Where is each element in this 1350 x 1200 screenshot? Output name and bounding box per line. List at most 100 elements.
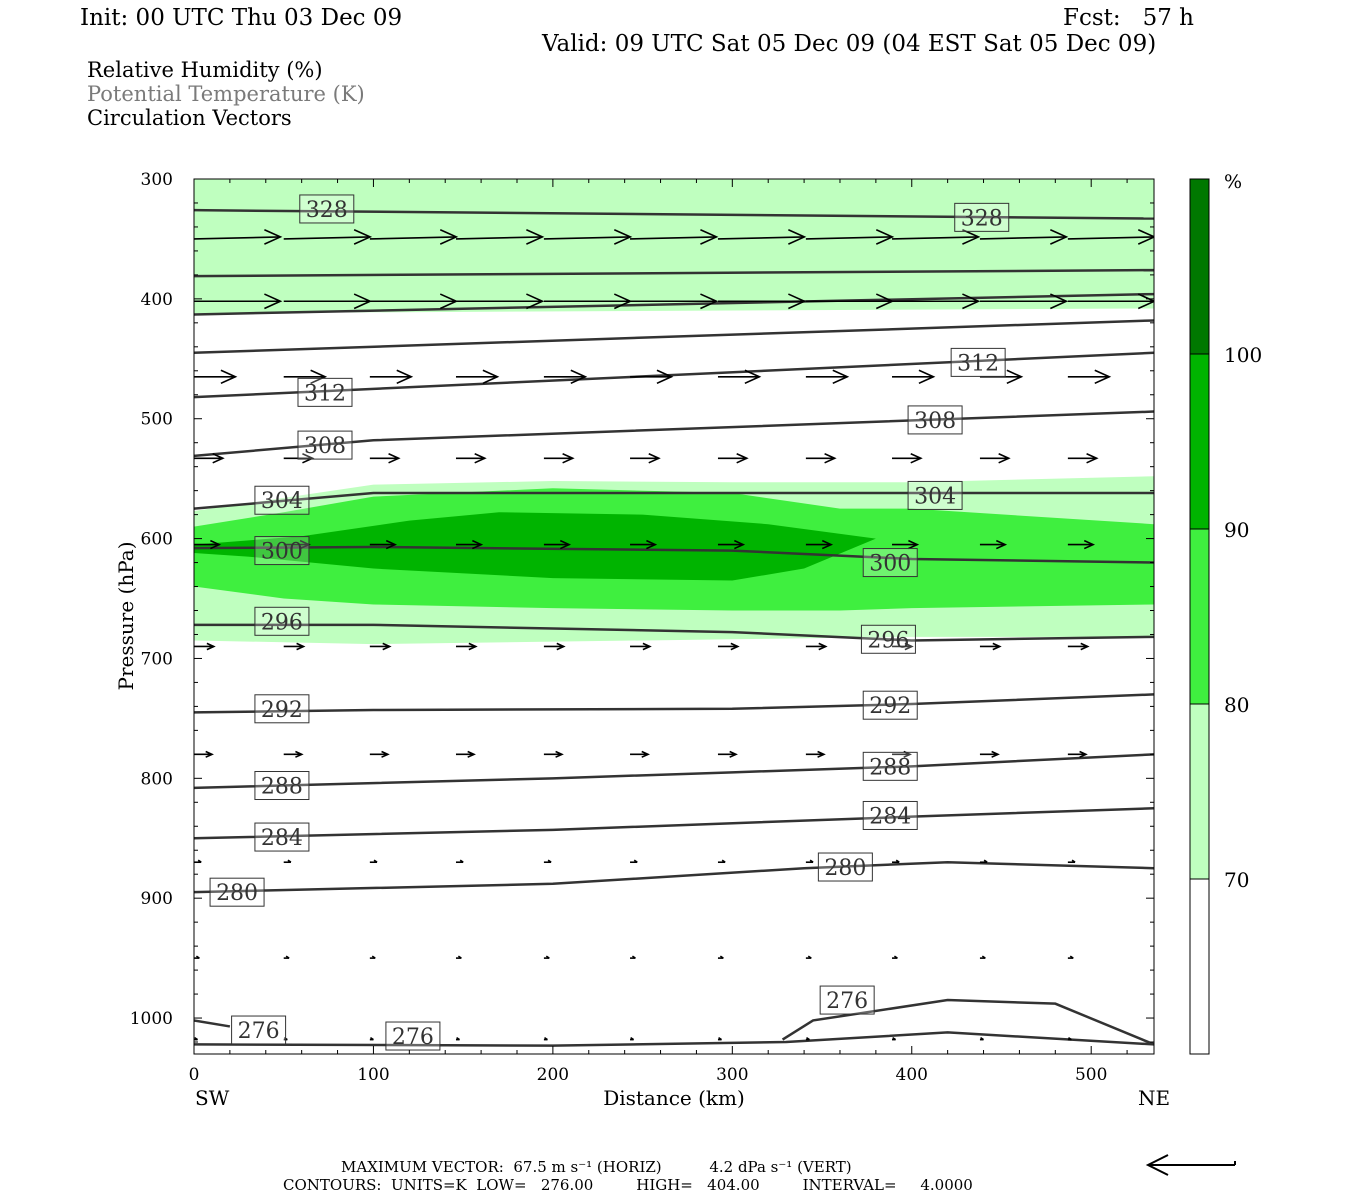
vector-head (555, 750, 564, 758)
circulation-vector (979, 539, 1008, 550)
vector-head (206, 642, 216, 651)
isentrope-label-text: 288 (869, 755, 911, 780)
vector-head (910, 453, 923, 464)
circulation-vector (283, 955, 290, 959)
circulation-vector (455, 539, 484, 550)
isentrope-label-text: 280 (216, 881, 258, 906)
isentrope-label-328: 328 (299, 194, 355, 224)
circulation-vector (805, 453, 837, 464)
vector-head (656, 369, 674, 385)
isentrope-label-text: 284 (869, 804, 911, 829)
vector-head (718, 1036, 723, 1041)
isentrope-label-304: 304 (254, 485, 310, 515)
vector-head (385, 539, 397, 550)
vector-head (544, 1036, 548, 1041)
isentrope-label-284: 284 (254, 822, 310, 852)
circulation-vector (1067, 859, 1076, 864)
circulation-vector (717, 955, 724, 959)
vector-head (295, 750, 304, 758)
circulation-vector (369, 750, 390, 758)
circulation-vector (194, 453, 225, 464)
colorbar-segment (1189, 703, 1210, 880)
vector-head (821, 539, 834, 550)
circulation-vector (543, 1036, 548, 1041)
circulation-vector (543, 859, 552, 864)
circulation-vector (455, 229, 545, 245)
isentrope-label-296: 296 (860, 624, 916, 654)
forecast-hour: Fcst: 57 h (1063, 5, 1194, 31)
circulation-vector (630, 539, 658, 550)
circulation-vector (717, 229, 807, 245)
vector-head (893, 955, 898, 959)
isentrope-label-308: 308 (297, 430, 353, 460)
isentrope-label-box (862, 751, 918, 781)
circulation-vector (1067, 955, 1074, 959)
circulation-vector (717, 859, 726, 864)
circulation-vector (543, 369, 588, 385)
vector-head (730, 642, 740, 651)
isentrope-label-296: 296 (254, 606, 310, 636)
colorbar-unit: % (1224, 171, 1242, 193)
field-vectors: Circulation Vectors (87, 106, 292, 130)
circulation-vector (717, 642, 740, 651)
left-direction-label: SW (195, 1086, 230, 1110)
vector-head (1137, 293, 1154, 310)
vector-shaft (369, 236, 457, 240)
x-tick-label: 0 (189, 1065, 200, 1085)
vector-head (264, 293, 283, 310)
vector-head (788, 229, 807, 245)
circulation-vector (979, 453, 1011, 464)
init-time: Init: 00 UTC Thu 03 Dec 09 (80, 5, 402, 31)
vector-head (918, 369, 936, 385)
field-theta: Potential Temperature (K) (87, 82, 365, 106)
isentrope-label-box (954, 202, 1010, 232)
circulation-vector (805, 229, 895, 245)
vector-head (1071, 859, 1076, 863)
vector-head (559, 539, 572, 550)
vector-head (310, 369, 328, 385)
vector-shaft (455, 236, 543, 240)
max-vector-info: MAXIMUM VECTOR: 67.5 m s⁻¹ (HORIZ) 4.2 d… (341, 1158, 852, 1176)
isentrope-276 (194, 1031, 1154, 1047)
isentrope-label-292: 292 (862, 690, 918, 720)
circulation-vector (892, 539, 920, 550)
circulation-vector (369, 1036, 374, 1041)
vector-head (439, 229, 459, 245)
isentrope-label-288: 288 (862, 751, 918, 781)
isentrope-284 (194, 807, 1154, 840)
circulation-vector (1067, 293, 1154, 310)
vector-head (719, 955, 724, 959)
vector-head (721, 859, 726, 863)
isentrope-label-text: 296 (867, 628, 909, 653)
circulation-vector (892, 293, 981, 310)
vector-head (1137, 229, 1154, 245)
field-rh: Relative Humidity (%) (87, 58, 323, 82)
circulation-vector (543, 750, 564, 758)
y-tick-label: 900 (141, 889, 173, 909)
circulation-vector (369, 369, 414, 385)
circulation-vectors (194, 229, 1154, 1041)
circulation-vector (630, 859, 638, 864)
vector-head (556, 642, 566, 651)
vector-head (806, 1036, 810, 1041)
circulation-vector (455, 293, 545, 310)
circulation-vector (283, 229, 373, 245)
isentrope-label-text: 304 (261, 489, 303, 514)
potential-temperature-contours (194, 208, 1154, 1047)
vector-shaft (630, 236, 717, 240)
vector-head (482, 369, 500, 385)
circulation-vector (194, 642, 216, 651)
vector-head (210, 539, 222, 550)
valid-time: Valid: 09 UTC Sat 05 Dec 09 (04 EST Sat … (541, 31, 1156, 57)
isentrope-label-box (254, 822, 310, 852)
vector-head (818, 642, 828, 651)
vector-head (980, 1036, 984, 1041)
vector-head (371, 955, 376, 959)
plot-frame (193, 178, 1155, 1055)
x-tick-label: 400 (896, 1065, 928, 1085)
vector-head (296, 642, 306, 651)
vector-head (457, 955, 462, 959)
isentrope-label-292: 292 (254, 694, 310, 724)
isentrope-276 (194, 1019, 231, 1028)
vector-shaft (283, 236, 371, 240)
